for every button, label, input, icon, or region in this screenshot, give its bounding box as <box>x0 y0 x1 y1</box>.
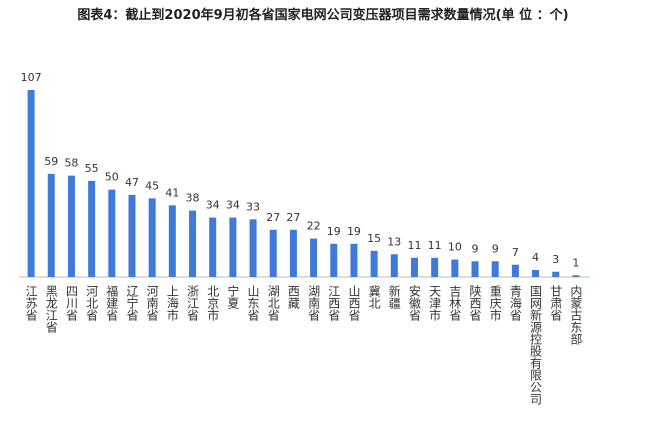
value-label: 58 <box>64 157 78 170</box>
bar <box>431 257 439 277</box>
bar <box>229 217 237 277</box>
x-tick-label: 福建省 <box>105 284 119 321</box>
bar <box>249 219 257 277</box>
x-tick-label: 江苏省 <box>24 285 38 321</box>
chart-title: 图表4：截止到2020年9月初各省国家电网公司变压器项目需求数量情况(单 位 ：… <box>77 8 569 23</box>
value-label: 38 <box>186 192 200 205</box>
bar <box>108 189 116 277</box>
bar <box>552 271 560 277</box>
bar <box>189 210 197 277</box>
bar <box>410 257 418 277</box>
x-tick-label: 吉林省 <box>448 285 462 321</box>
value-label: 107 <box>21 71 42 84</box>
x-tick-label: 四川省 <box>64 285 78 321</box>
x-tick-label: 陕西省 <box>468 284 482 321</box>
bar <box>47 173 55 277</box>
value-label: 47 <box>125 176 139 189</box>
x-tick-label: 新疆 <box>387 284 401 309</box>
bar <box>451 259 459 277</box>
x-tick-label: 山西省 <box>347 285 361 321</box>
x-tick-label: 河南省 <box>145 285 159 321</box>
bar <box>491 261 499 277</box>
bar <box>289 229 297 277</box>
bar <box>269 229 277 277</box>
x-tick-label: 安徽省 <box>407 284 421 321</box>
value-label: 11 <box>428 239 442 252</box>
bar <box>148 198 156 277</box>
value-label: 11 <box>407 239 421 252</box>
value-label: 1 <box>572 256 579 269</box>
value-label: 33 <box>246 200 260 213</box>
value-label: 50 <box>105 171 119 184</box>
value-label: 45 <box>145 179 159 192</box>
x-tick-label: 青海省 <box>508 285 522 321</box>
value-label: 9 <box>472 242 479 255</box>
value-label: 19 <box>347 225 361 238</box>
x-tick-label: 重庆市 <box>488 285 502 321</box>
value-label: 9 <box>492 242 499 255</box>
value-label: 34 <box>226 199 240 212</box>
bar <box>471 261 479 277</box>
x-tick-label: 上海市 <box>165 285 179 321</box>
value-label: 13 <box>387 235 401 248</box>
x-tick-label: 浙江省 <box>186 285 200 321</box>
x-tick-label: 山东省 <box>246 285 260 321</box>
bar <box>572 275 580 277</box>
bar <box>27 90 35 277</box>
bar <box>330 243 338 277</box>
x-tick-label: 国网新源控股有限公司 <box>529 285 543 405</box>
x-tick-label: 辽宁省 <box>125 285 139 321</box>
bar <box>511 264 519 277</box>
value-label: 27 <box>286 211 300 224</box>
x-tick-label: 冀北 <box>367 285 381 310</box>
x-tick-label: 宁夏 <box>226 284 240 309</box>
value-label: 41 <box>165 186 179 199</box>
x-tick-label: 湖北省 <box>266 284 280 321</box>
x-tick-label: 甘肃省 <box>549 285 563 321</box>
value-label: 27 <box>266 211 280 224</box>
value-label: 34 <box>206 199 220 212</box>
value-label: 59 <box>44 155 58 168</box>
x-tick-label: 天津市 <box>428 285 442 321</box>
value-label: 19 <box>327 225 341 238</box>
bar <box>168 205 176 277</box>
x-tick-label: 湖南省 <box>307 284 321 321</box>
value-label: 10 <box>448 241 462 254</box>
bar <box>532 270 540 277</box>
value-label: 22 <box>307 220 321 233</box>
value-label: 15 <box>367 232 381 245</box>
x-tick-label: 黑龙江省 <box>44 285 58 333</box>
x-tick-label: 西藏 <box>286 285 300 310</box>
bar <box>350 243 358 277</box>
bar <box>88 180 96 277</box>
bar <box>310 238 318 277</box>
x-tick-label: 河北省 <box>85 285 99 321</box>
x-tick-label: 江西省 <box>327 285 341 321</box>
bar <box>390 254 398 277</box>
bar <box>67 175 75 277</box>
x-tick-label: 北京市 <box>206 285 220 321</box>
value-label: 55 <box>85 162 99 175</box>
value-label: 7 <box>512 246 519 259</box>
bar <box>128 194 136 277</box>
x-tick-label: 内蒙古东部 <box>569 285 583 345</box>
value-label: 3 <box>552 253 559 266</box>
bar <box>370 250 378 277</box>
value-label: 4 <box>532 251 539 264</box>
bar <box>209 217 217 277</box>
